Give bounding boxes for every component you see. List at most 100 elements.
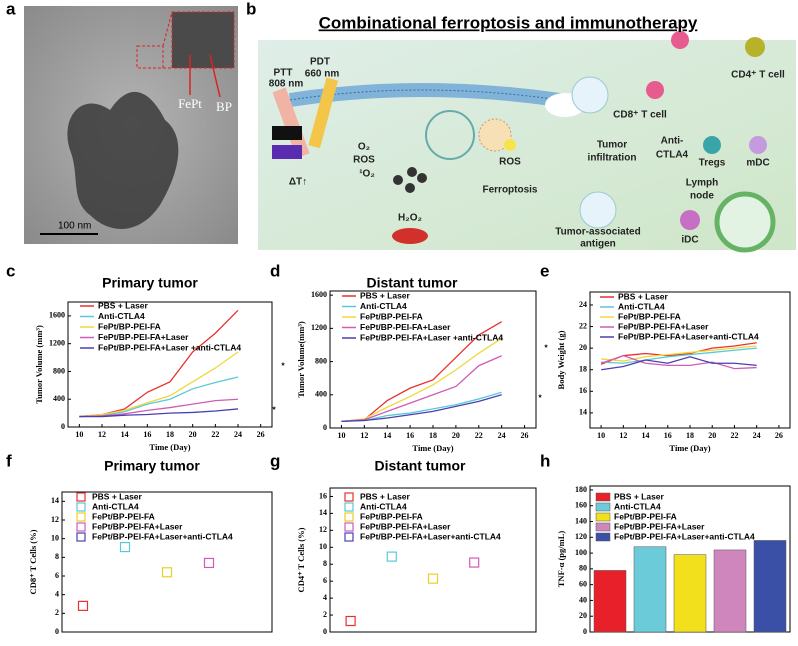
legend-label: FePt/BP-PEI-FA <box>360 511 423 521</box>
legend-label: FePt/BP-PEI-FA+Laser <box>98 332 189 342</box>
legend-swatch <box>595 502 611 512</box>
y-tick-label: 100 <box>575 548 587 557</box>
chart-title: Primary tumor <box>104 458 200 474</box>
diagram-label: O₂ <box>358 142 370 153</box>
x-tick-label: 22 <box>475 431 483 440</box>
legend-swatch <box>344 522 354 532</box>
y-tick-label: 800 <box>315 356 327 365</box>
legend-label: PBS + Laser <box>360 290 411 300</box>
x-tick-label: 10 <box>75 430 83 439</box>
annotation: * <box>272 404 276 414</box>
x-tick-label: 16 <box>143 430 151 439</box>
y-tick-label: 1200 <box>311 323 327 332</box>
point <box>77 600 89 611</box>
y-tick-label: 14 <box>579 408 587 417</box>
legend-swatch <box>595 522 611 532</box>
y-tick-label: 12 <box>51 515 59 524</box>
legend-label: Anti-CTLA4 <box>614 501 661 511</box>
point <box>427 573 439 584</box>
diagram-label: CD8⁺ T cell <box>613 110 667 121</box>
point <box>161 567 173 578</box>
point <box>386 551 397 562</box>
y-tick-label: 14 <box>319 508 327 517</box>
bar <box>753 540 787 633</box>
legend-label: FePt/BP-PEI-FA <box>360 311 423 321</box>
plot-frame <box>329 487 537 633</box>
line <box>79 408 239 418</box>
diagram-label: mDC <box>746 158 769 169</box>
x-tick-label: 18 <box>686 431 694 440</box>
bar <box>633 546 667 633</box>
point <box>345 615 356 627</box>
x-tick-label: 20 <box>189 430 197 439</box>
diagram-label: antigen <box>580 239 616 250</box>
line <box>600 342 757 365</box>
x-tick-label: 14 <box>383 431 391 440</box>
y-tick-label: 80 <box>579 564 587 573</box>
scale-bar-label: 100 nm <box>58 221 91 232</box>
diagram-label: Ferroptosis <box>482 185 537 196</box>
legend-label: Anti-CTLA4 <box>360 301 407 311</box>
x-axis-label: Time (Day) <box>412 443 453 453</box>
y-tick-label: 24 <box>579 300 587 309</box>
y-tick-label: 4 <box>323 593 327 602</box>
diagram-label: Anti- <box>661 136 684 147</box>
image-label: BP <box>216 99 232 114</box>
panel-label: c <box>6 261 15 280</box>
diagram-label: Lymph <box>686 178 718 189</box>
y-tick-label: 16 <box>579 386 587 395</box>
x-axis-label: Time (Day) <box>669 443 710 453</box>
legend-swatch <box>76 512 86 522</box>
legend-label: PBS + Laser <box>618 291 669 301</box>
x-tick-label: 24 <box>234 430 242 439</box>
x-tick-label: 22 <box>730 431 738 440</box>
diagram-label: ¹O₂ <box>359 169 375 180</box>
y-tick-label: 40 <box>579 595 587 604</box>
annotation: * <box>538 392 542 402</box>
x-tick-label: 18 <box>429 431 437 440</box>
diagram-label: infiltration <box>588 153 637 164</box>
y-tick-label: 2 <box>323 610 327 619</box>
line <box>601 345 757 362</box>
y-axis-label: CD4⁺ T Cells (%) <box>296 527 306 592</box>
diagram-label: iDC <box>681 235 698 246</box>
y-axis-label: Body Weight (g) <box>556 330 566 389</box>
y-tick-label: 8 <box>323 559 327 568</box>
diagram-art <box>258 31 796 253</box>
x-tick-label: 12 <box>98 430 106 439</box>
chart-title: Distant tumor <box>367 275 459 291</box>
x-axis-label: Time (Day) <box>149 442 190 452</box>
diagram-label: Tumor <box>597 140 627 151</box>
y-tick-label: 180 <box>575 485 587 494</box>
point <box>469 557 480 568</box>
legend-label: PBS + Laser <box>92 491 143 501</box>
legend-swatch <box>595 492 611 502</box>
y-tick-label: 0 <box>323 423 327 432</box>
x-tick-label: 24 <box>498 431 506 440</box>
legend-swatch <box>344 512 354 522</box>
chart-title: Distant tumor <box>375 458 467 474</box>
y-tick-label: 0 <box>583 627 587 636</box>
y-tick-label: 0 <box>323 627 327 636</box>
point <box>119 541 131 553</box>
tem-image <box>24 6 238 244</box>
x-tick-label: 10 <box>337 431 345 440</box>
y-axis-label: CD8⁺ T Cells (%) <box>28 529 38 594</box>
y-tick-label: 400 <box>53 394 65 403</box>
diagram-label: ΔT↑ <box>289 177 307 188</box>
diagram-label: PDT <box>310 57 330 68</box>
diagram-label: Tumor-associated <box>555 227 640 238</box>
y-tick-label: 10 <box>51 533 59 542</box>
diagram-label: PTT <box>274 68 293 79</box>
y-tick-label: 10 <box>319 542 327 551</box>
y-tick-label: 14 <box>51 496 59 505</box>
y-tick-label: 22 <box>579 321 587 330</box>
x-tick-label: 26 <box>521 431 529 440</box>
legend-swatch <box>76 532 86 542</box>
diagram-label: Tregs <box>699 158 726 169</box>
legend-label: FePt/BP-PEI-FA+Laser+anti-CTLA4 <box>360 531 501 541</box>
legend-label: Anti-CTLA4 <box>618 301 665 311</box>
x-tick-label: 14 <box>642 431 650 440</box>
y-tick-label: 800 <box>53 366 65 375</box>
y-tick-label: 4 <box>55 589 59 598</box>
